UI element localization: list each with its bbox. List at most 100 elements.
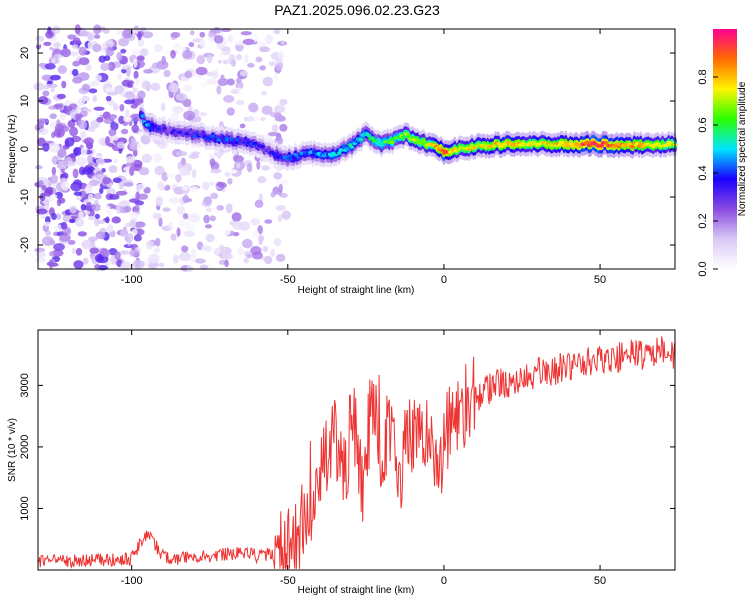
spectrogram-noise-cell	[123, 182, 134, 187]
spectrogram-ridge-cell	[452, 146, 458, 151]
spectrogram-noise-cell	[206, 54, 213, 64]
spectrogram-ridge-cell	[149, 122, 155, 127]
spectrogram-ridge-cell	[585, 140, 590, 145]
spectrogram-noise-cell	[116, 204, 121, 215]
spectrogram-noise-cell	[209, 153, 215, 159]
spectrogram-noise-cell	[67, 120, 76, 128]
spectrogram-noise-cell	[102, 158, 113, 163]
spectrogram-noise-cell	[101, 248, 110, 258]
spectrogram-noise-cell	[136, 142, 143, 152]
spectrogram-noise-cell	[178, 218, 190, 228]
spectrogram-noise-cell	[133, 205, 140, 212]
spectrogram-noise-cell	[35, 251, 46, 258]
spectrogram-noise-cell	[59, 234, 68, 242]
spectrogram-noise-cell	[195, 115, 202, 123]
spectrogram-noise-cell	[84, 96, 90, 101]
spectrogram-noise-cell	[260, 116, 266, 122]
spectrogram-noise-cell	[247, 115, 254, 122]
spectrogram-ytick-label: 0	[19, 146, 31, 152]
spectrogram-noise-cell	[129, 249, 140, 257]
spectrogram-noise-cell	[70, 181, 82, 192]
spectrogram-noise-cell	[80, 146, 88, 156]
spectrogram-noise-cell	[128, 212, 139, 219]
spectrogram-noise-cell	[231, 212, 242, 222]
spectrogram-noise-cell	[116, 30, 124, 35]
spectrogram-noise-cell	[118, 115, 125, 125]
spectrogram-noise-cell	[254, 199, 264, 208]
spectrogram-noise-cell	[280, 39, 285, 45]
spectrogram-noise-cell	[235, 54, 243, 61]
spectrogram-noise-cell	[119, 250, 129, 255]
spectrogram-noise-cell	[256, 160, 261, 170]
spectrogram-noise-cell	[88, 193, 94, 201]
spectrogram-noise-cell	[134, 221, 146, 228]
spectrogram-noise-cell	[141, 153, 153, 164]
spectrogram-noise-cell	[131, 137, 137, 147]
spectrogram-noise-cell	[80, 203, 87, 211]
spectrogram-noise-cell	[262, 245, 269, 253]
spectrogram-noise-cell	[182, 213, 189, 220]
spectrogram-noise-cell	[154, 165, 165, 176]
spectrogram-noise-cell	[35, 257, 46, 263]
spectrogram-noise-cell	[74, 113, 84, 119]
spectrogram-noise-cell	[222, 252, 234, 260]
spectrogram-ytick-label: -10	[19, 189, 31, 205]
spectrogram-noise-cell	[175, 92, 188, 102]
spectrogram-noise-cell	[34, 165, 43, 170]
spectrogram-noise-cell	[120, 228, 129, 238]
spectrogram-ridge-cell	[390, 140, 395, 145]
snr-frame	[37, 329, 676, 571]
spectrogram-xtick-label: 0	[441, 274, 447, 286]
spectrogram-noise-cell	[111, 135, 119, 141]
spectrogram-noise-cell	[53, 103, 63, 109]
spectrogram-noise-cell	[277, 214, 283, 222]
spectrogram-noise-cell	[132, 259, 144, 268]
spectrogram-noise-cell	[152, 212, 162, 220]
spectrogram-noise-cell	[60, 221, 68, 230]
spectrogram-noise-cell	[84, 210, 91, 215]
spectrogram-ridge-cell	[298, 154, 303, 158]
spectrogram-noise-cell	[180, 157, 186, 166]
spectrogram-noise-cell	[179, 171, 192, 177]
spectrogram-noise-cell	[122, 29, 133, 39]
spectrogram-ytick-label: 10	[19, 95, 31, 107]
spectrogram-noise-cell	[209, 181, 215, 186]
spectrogram-noise-cell	[199, 31, 206, 38]
spectrogram-noise-cell	[81, 83, 91, 92]
spectrogram-noise-cell	[116, 141, 125, 149]
spectrogram-noise-cell	[49, 251, 55, 257]
spectrogram-noise-cell	[72, 168, 79, 179]
spectrogram-noise-cell	[94, 264, 101, 270]
spectrogram-ridge-cell	[229, 137, 234, 141]
spectrogram-noise-cell	[150, 82, 161, 91]
spectrogram-noise-cell	[38, 95, 49, 105]
spectrogram-noise-cell	[226, 78, 235, 86]
spectrogram-ridge-cell	[369, 136, 375, 140]
spectrogram-noise-cell	[60, 181, 70, 191]
spectrogram-ridge-cell	[379, 143, 384, 147]
spectrogram-noise-cell	[217, 182, 227, 189]
spectrogram-noise-cell	[114, 251, 121, 260]
spectrogram-noise-cell	[60, 48, 71, 58]
spectrogram-noise-cell	[258, 193, 264, 202]
spectrogram-noise-cell	[216, 85, 222, 95]
spectrogram-noise-cell	[126, 232, 134, 243]
spectrogram-noise-cell	[175, 174, 182, 183]
spectrogram-noise-cell	[42, 142, 50, 152]
spectrogram-noise-cell	[185, 198, 193, 203]
spectrogram-ridge-cell	[401, 135, 406, 139]
spectrogram-noise-cell	[100, 62, 110, 71]
spectrogram-noise-cell	[110, 254, 117, 265]
spectrogram-noise-cell	[255, 56, 263, 63]
spectrogram-noise-cell	[50, 174, 58, 184]
spectrogram-noise-cell	[49, 113, 57, 120]
spectrogram-noise-cell	[168, 197, 181, 204]
spectrogram-noise-cell	[186, 224, 195, 231]
spectrogram-noise-cell	[58, 197, 66, 204]
spectrogram-noise-cell	[137, 90, 146, 100]
spectrogram-ridge-cell	[309, 150, 314, 154]
spectrogram-noise-cell	[50, 87, 55, 93]
spectrogram-ridge-cell	[599, 144, 604, 148]
spectrogram-noise-cell	[69, 51, 79, 57]
